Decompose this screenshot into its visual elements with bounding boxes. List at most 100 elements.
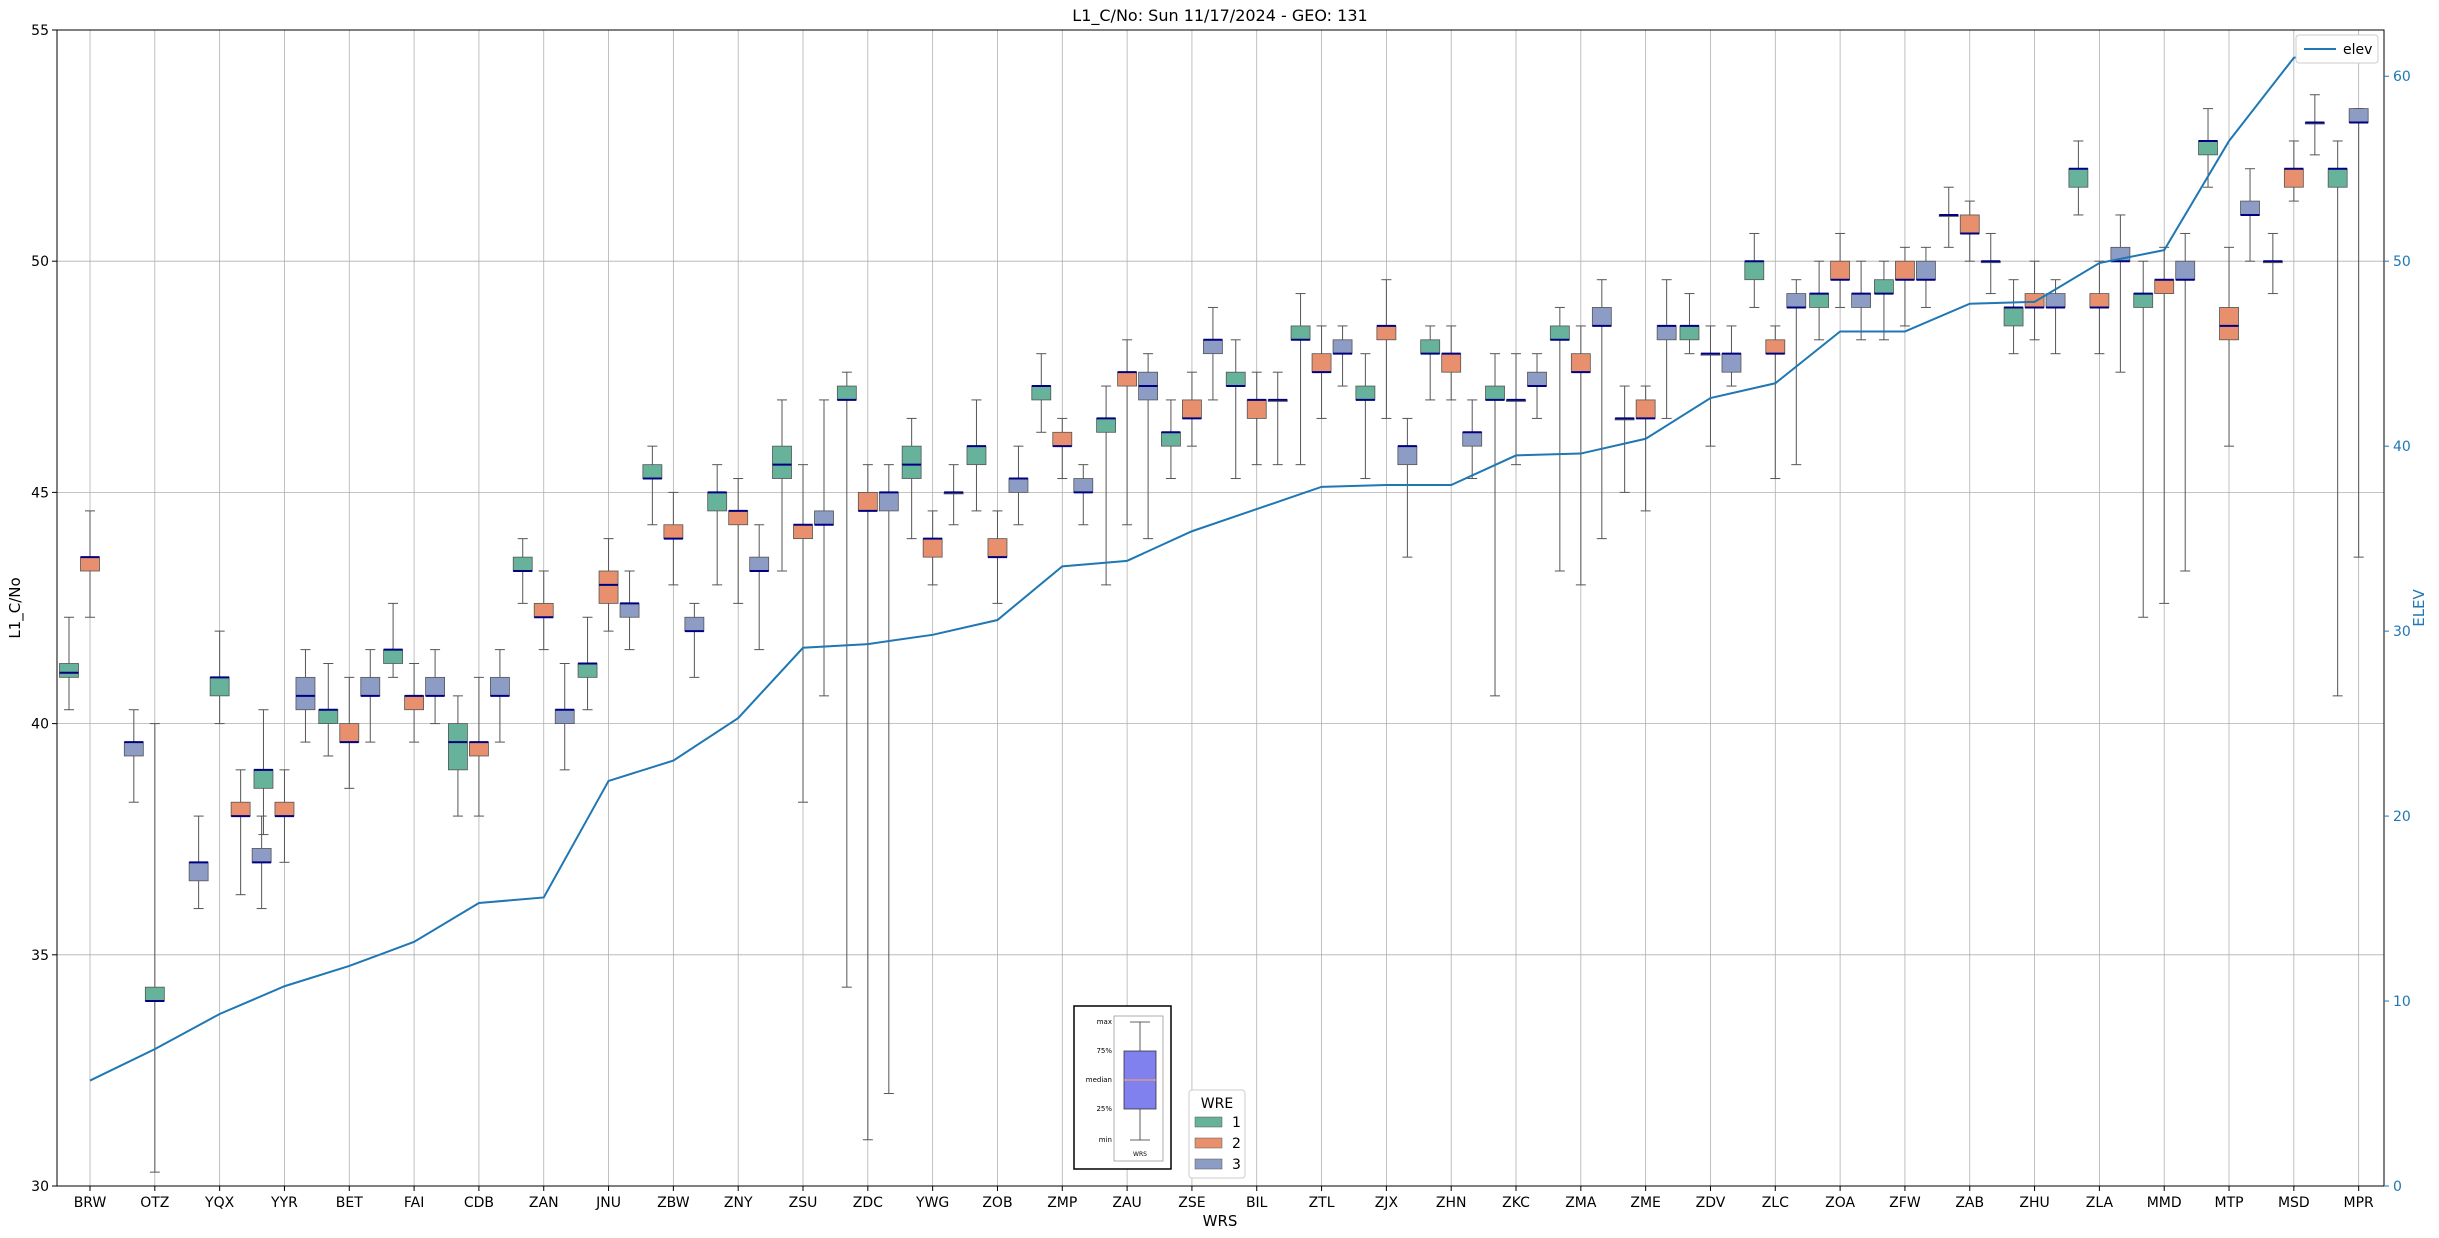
box-rect [339,723,360,743]
y-tick-label: 45 [31,485,49,501]
x-tick-label: YYR [270,1195,298,1211]
box-plot [1809,260,1830,341]
box-rect [251,848,272,863]
key-label-min: min [1099,1136,1112,1144]
box-rect [123,741,144,757]
box-plot [642,445,663,526]
box-rect [533,602,554,618]
box-rect [2327,168,2348,188]
box-rect [749,556,770,572]
box-plot [1311,325,1332,419]
box-rect [1809,293,1830,308]
box-rect [857,491,878,512]
axis-layer: BRW OTZ YQX YYR BET FAI CDB ZAN JNU ZBW ZNY ZSU ZDC Y… [31,23,2411,1211]
box-rect [1635,399,1656,419]
box-rect [663,524,684,540]
box-plot [2175,232,2196,572]
box-plot [598,538,619,632]
box-plot [1117,339,1138,526]
y2-tick-label: 20 [2393,809,2411,825]
box-plot [943,464,964,526]
x-tick-label: BET [336,1195,363,1211]
box-rect [966,445,987,466]
x-tick-label: JNU [595,1195,621,1211]
box-plot [2262,232,2283,295]
x-tick-label: YWG [915,1195,949,1211]
box-rect [1462,431,1483,447]
box-rect [274,801,295,817]
box-rect [253,769,274,789]
box-plot [2219,246,2239,447]
x-tick-label: ZMA [1565,1195,1597,1211]
y2-tick-label: 0 [2393,1179,2402,1195]
box-plot [1420,325,1441,401]
box-plot [1895,246,1915,327]
box-plot [1700,325,1721,447]
box-plot [1830,232,1851,308]
box-plot [1052,417,1073,480]
box-plot [1874,260,1894,341]
box-plot [448,695,468,817]
key-label-25: 25% [1096,1105,1112,1113]
wre-legend-swatch-2 [1194,1137,1223,1149]
box-rect [448,723,468,771]
y2-tick-label: 50 [2393,254,2411,270]
box-plot [2089,260,2110,355]
box-rect [1397,445,1418,466]
box-layer [59,94,2369,1173]
box-plot [728,478,749,604]
box-rect [1916,260,1936,281]
box-rect [878,491,899,512]
box-rect [1744,260,1765,281]
chart-title: L1_C/No: Sun 11/17/2024 - GEO: 131 [1072,6,1367,26]
box-plot [512,538,533,604]
box-rect [1031,385,1052,401]
box-plot [360,649,381,743]
box-plot [1267,371,1288,466]
box-plot [1355,353,1376,480]
box-rect [2283,168,2304,188]
box-plot [383,602,403,678]
key-label-median: median [1086,1076,1112,1084]
x-tick-label: MSD [2278,1195,2310,1211]
y-tick-label: 50 [31,254,49,270]
x-tick-label: BRW [74,1195,107,1211]
box-plot [1203,306,1223,401]
box-plot [1570,325,1591,586]
box-rect [490,676,510,697]
box-rect [2068,168,2089,188]
box-plot [2198,108,2218,188]
elev-line [89,45,2359,1082]
box-plot [1635,385,1656,512]
y-tick-label: 40 [31,717,49,733]
box-rect [1182,399,1202,419]
box-plot [1246,371,1267,466]
x-tick-label: MMD [2147,1195,2182,1211]
box-plot [533,570,554,651]
box-rect [1311,353,1332,373]
box-rect [469,741,489,757]
box-plot [966,399,987,512]
box-plot [684,602,705,678]
box-plot [1938,186,1959,248]
wre-legend-swatch-1 [1194,1116,1223,1128]
box-plot [209,630,230,725]
box-rect [1874,279,1894,294]
box-plot [2133,260,2154,618]
box-plot [1591,279,1612,540]
box-rect [404,695,424,711]
box-plot [1549,306,1570,572]
x-tick-label: ZFW [1889,1195,1921,1211]
box-rect [1549,325,1570,341]
x-tick-label: ZSE [1178,1195,1205,1211]
box-rect [901,445,922,479]
box-plot [1096,385,1117,586]
y2-axis-label: ELEV [2410,588,2428,626]
box-plot [230,769,251,896]
box-plot [2304,94,2325,156]
box-plot [878,464,899,1095]
key-box-inner-frame [1113,1015,1164,1162]
box-rect [836,385,857,401]
x-tick-label: ZDC [853,1195,883,1211]
